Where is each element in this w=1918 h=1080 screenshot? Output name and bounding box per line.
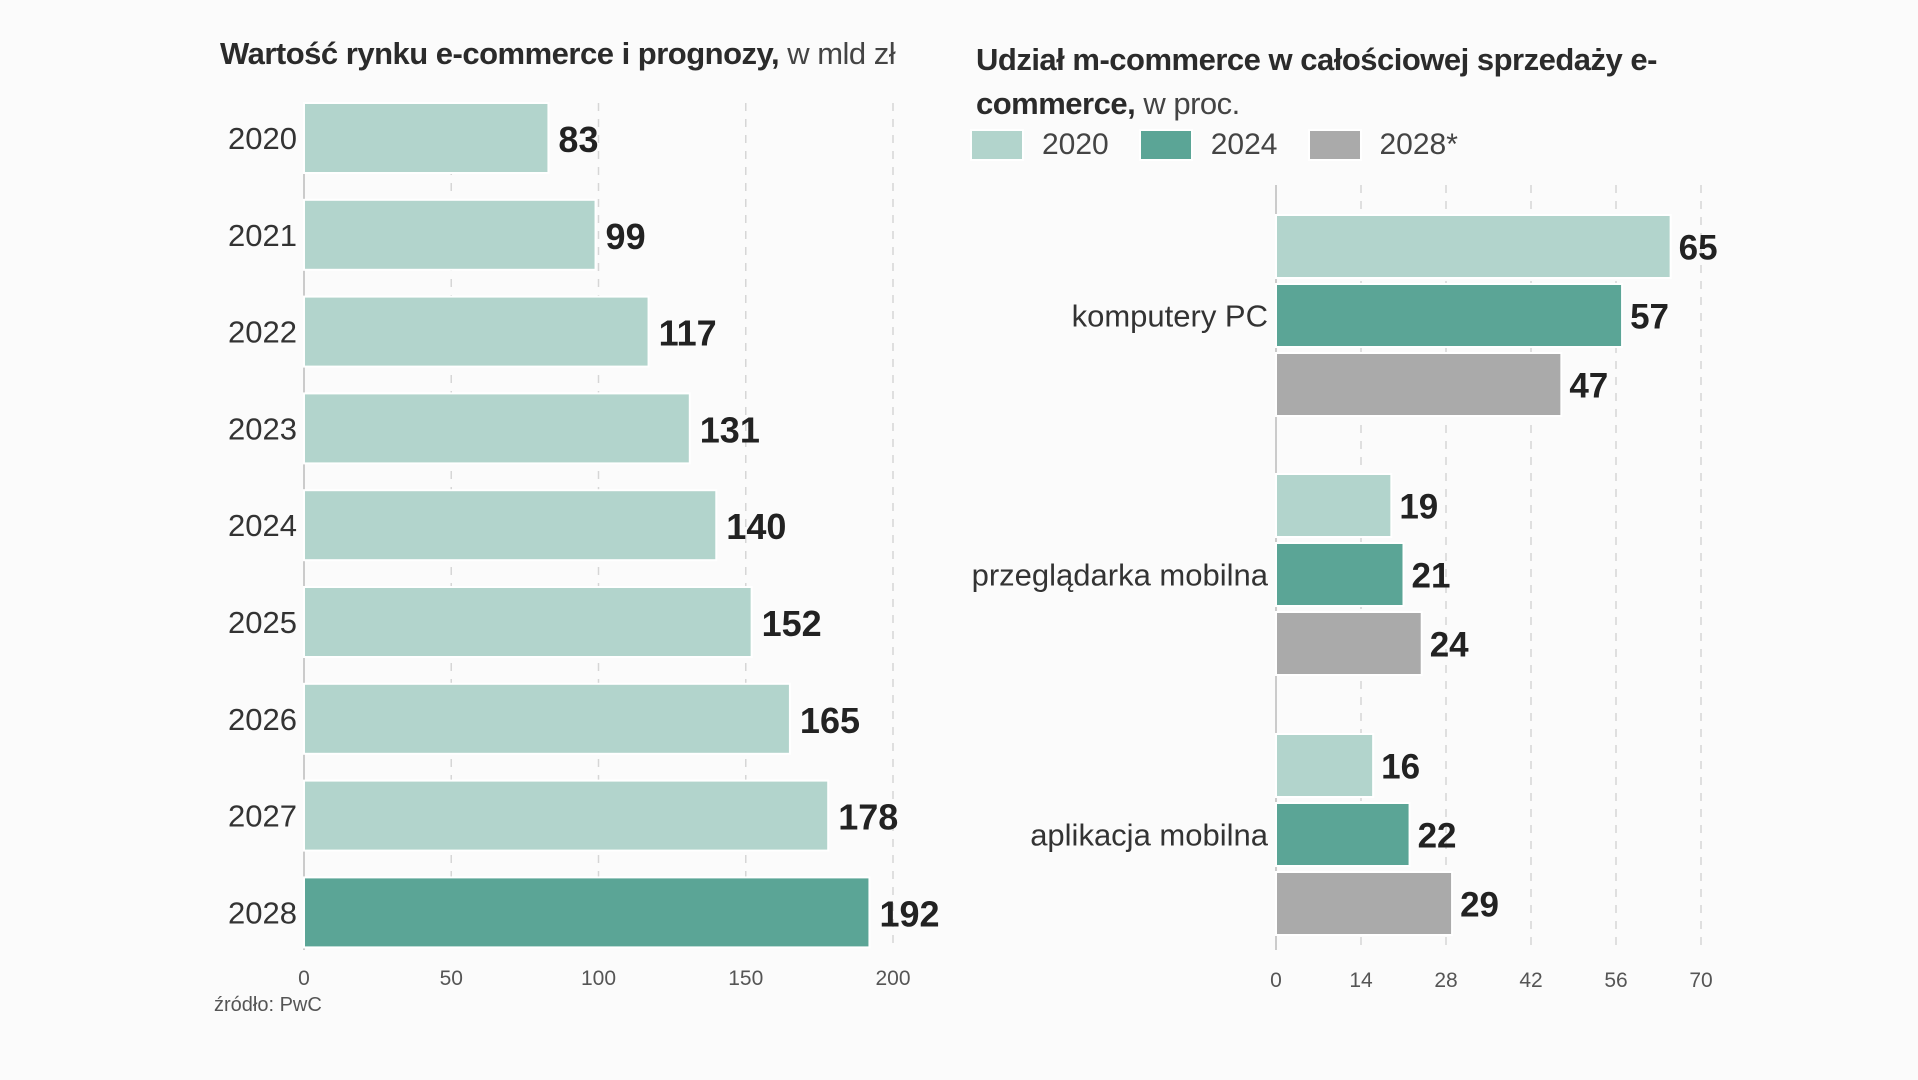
x-tick-label: 28 bbox=[1434, 969, 1457, 992]
data-label: 83 bbox=[558, 119, 598, 160]
category-label: 2020 bbox=[228, 121, 297, 156]
category-label: 2026 bbox=[228, 702, 297, 737]
data-label: 152 bbox=[762, 603, 822, 644]
x-tick-label: 70 bbox=[1689, 969, 1712, 992]
left-chart-subtitle: w mld zł bbox=[787, 36, 896, 71]
x-tick-label: 0 bbox=[1270, 969, 1282, 992]
data-label: 178 bbox=[838, 797, 898, 838]
left-chart-title: Wartość rynku e-commerce i prognozy, w m… bbox=[220, 36, 896, 72]
data-label: 24 bbox=[1430, 626, 1469, 665]
right-chart-title-bold: Udział m-commerce w całościowej sprzedaż… bbox=[976, 42, 1657, 121]
category-label: 2025 bbox=[228, 605, 297, 640]
bar bbox=[1275, 283, 1624, 348]
bar bbox=[303, 586, 753, 658]
legend-item-2020: 2020 bbox=[970, 128, 1109, 162]
x-tick-label: 56 bbox=[1604, 969, 1627, 992]
bar bbox=[1275, 542, 1405, 607]
data-label: 140 bbox=[726, 506, 786, 547]
legend-item-2024: 2024 bbox=[1138, 128, 1278, 162]
category-label: komputery PC bbox=[1072, 299, 1268, 334]
data-label: 99 bbox=[606, 216, 646, 257]
bar bbox=[1275, 214, 1672, 279]
data-label: 165 bbox=[800, 700, 860, 741]
bar bbox=[303, 876, 871, 949]
data-label: 117 bbox=[659, 313, 717, 354]
data-label: 16 bbox=[1381, 748, 1420, 787]
legend-label-2028: 2028* bbox=[1379, 128, 1458, 161]
left-chart-title-bold: Wartość rynku e-commerce i prognozy, bbox=[220, 36, 780, 71]
right-chart-legend: 2020 2024 2028* bbox=[970, 128, 1458, 162]
data-label: 19 bbox=[1399, 488, 1438, 527]
category-label: 2022 bbox=[228, 315, 297, 350]
bar bbox=[1275, 611, 1423, 676]
data-label: 131 bbox=[700, 409, 760, 450]
legend-swatch-2024 bbox=[1138, 129, 1193, 161]
category-label: aplikacja mobilna bbox=[1030, 818, 1269, 853]
data-label: 22 bbox=[1418, 817, 1457, 856]
legend-swatch-2028 bbox=[1307, 129, 1362, 161]
bar bbox=[303, 392, 691, 465]
right-chart-subtitle: w proc. bbox=[1143, 86, 1240, 121]
bar bbox=[303, 198, 597, 271]
category-label: 2027 bbox=[228, 799, 297, 834]
data-label: 29 bbox=[1460, 886, 1499, 925]
bar bbox=[1275, 733, 1375, 798]
bar bbox=[303, 102, 550, 174]
x-tick-label: 42 bbox=[1519, 969, 1542, 992]
bar bbox=[1275, 352, 1563, 417]
category-label: przeglądarka mobilna bbox=[972, 558, 1269, 593]
bar bbox=[1275, 802, 1411, 867]
x-tick-label: 100 bbox=[581, 967, 616, 990]
data-label: 192 bbox=[879, 893, 939, 934]
right-chart-title: Udział m-commerce w całościowej sprzedaż… bbox=[976, 38, 1676, 126]
bar bbox=[303, 779, 830, 852]
bar bbox=[303, 489, 718, 562]
x-tick-label: 14 bbox=[1349, 969, 1373, 992]
source-note: źródło: PwC bbox=[214, 994, 322, 1016]
bar bbox=[303, 295, 650, 368]
category-label: 2023 bbox=[228, 411, 297, 446]
legend-label-2020: 2020 bbox=[1042, 128, 1109, 161]
legend-item-2028: 2028* bbox=[1307, 128, 1458, 162]
bar bbox=[303, 682, 791, 755]
x-tick-label: 200 bbox=[875, 967, 910, 990]
category-label: 2021 bbox=[228, 218, 297, 253]
category-label: 2024 bbox=[228, 508, 297, 543]
data-label: 57 bbox=[1630, 298, 1669, 337]
legend-label-2024: 2024 bbox=[1210, 128, 1278, 161]
category-label: 2028 bbox=[228, 895, 297, 930]
data-label: 47 bbox=[1569, 367, 1608, 406]
x-tick-label: 50 bbox=[440, 967, 463, 990]
legend-swatch-2020 bbox=[970, 129, 1024, 161]
data-label: 21 bbox=[1412, 557, 1451, 596]
data-label: 65 bbox=[1679, 229, 1718, 268]
x-tick-label: 150 bbox=[728, 967, 763, 990]
x-tick-label: 0 bbox=[298, 967, 310, 990]
bar bbox=[1275, 871, 1454, 936]
bar bbox=[1275, 473, 1393, 538]
